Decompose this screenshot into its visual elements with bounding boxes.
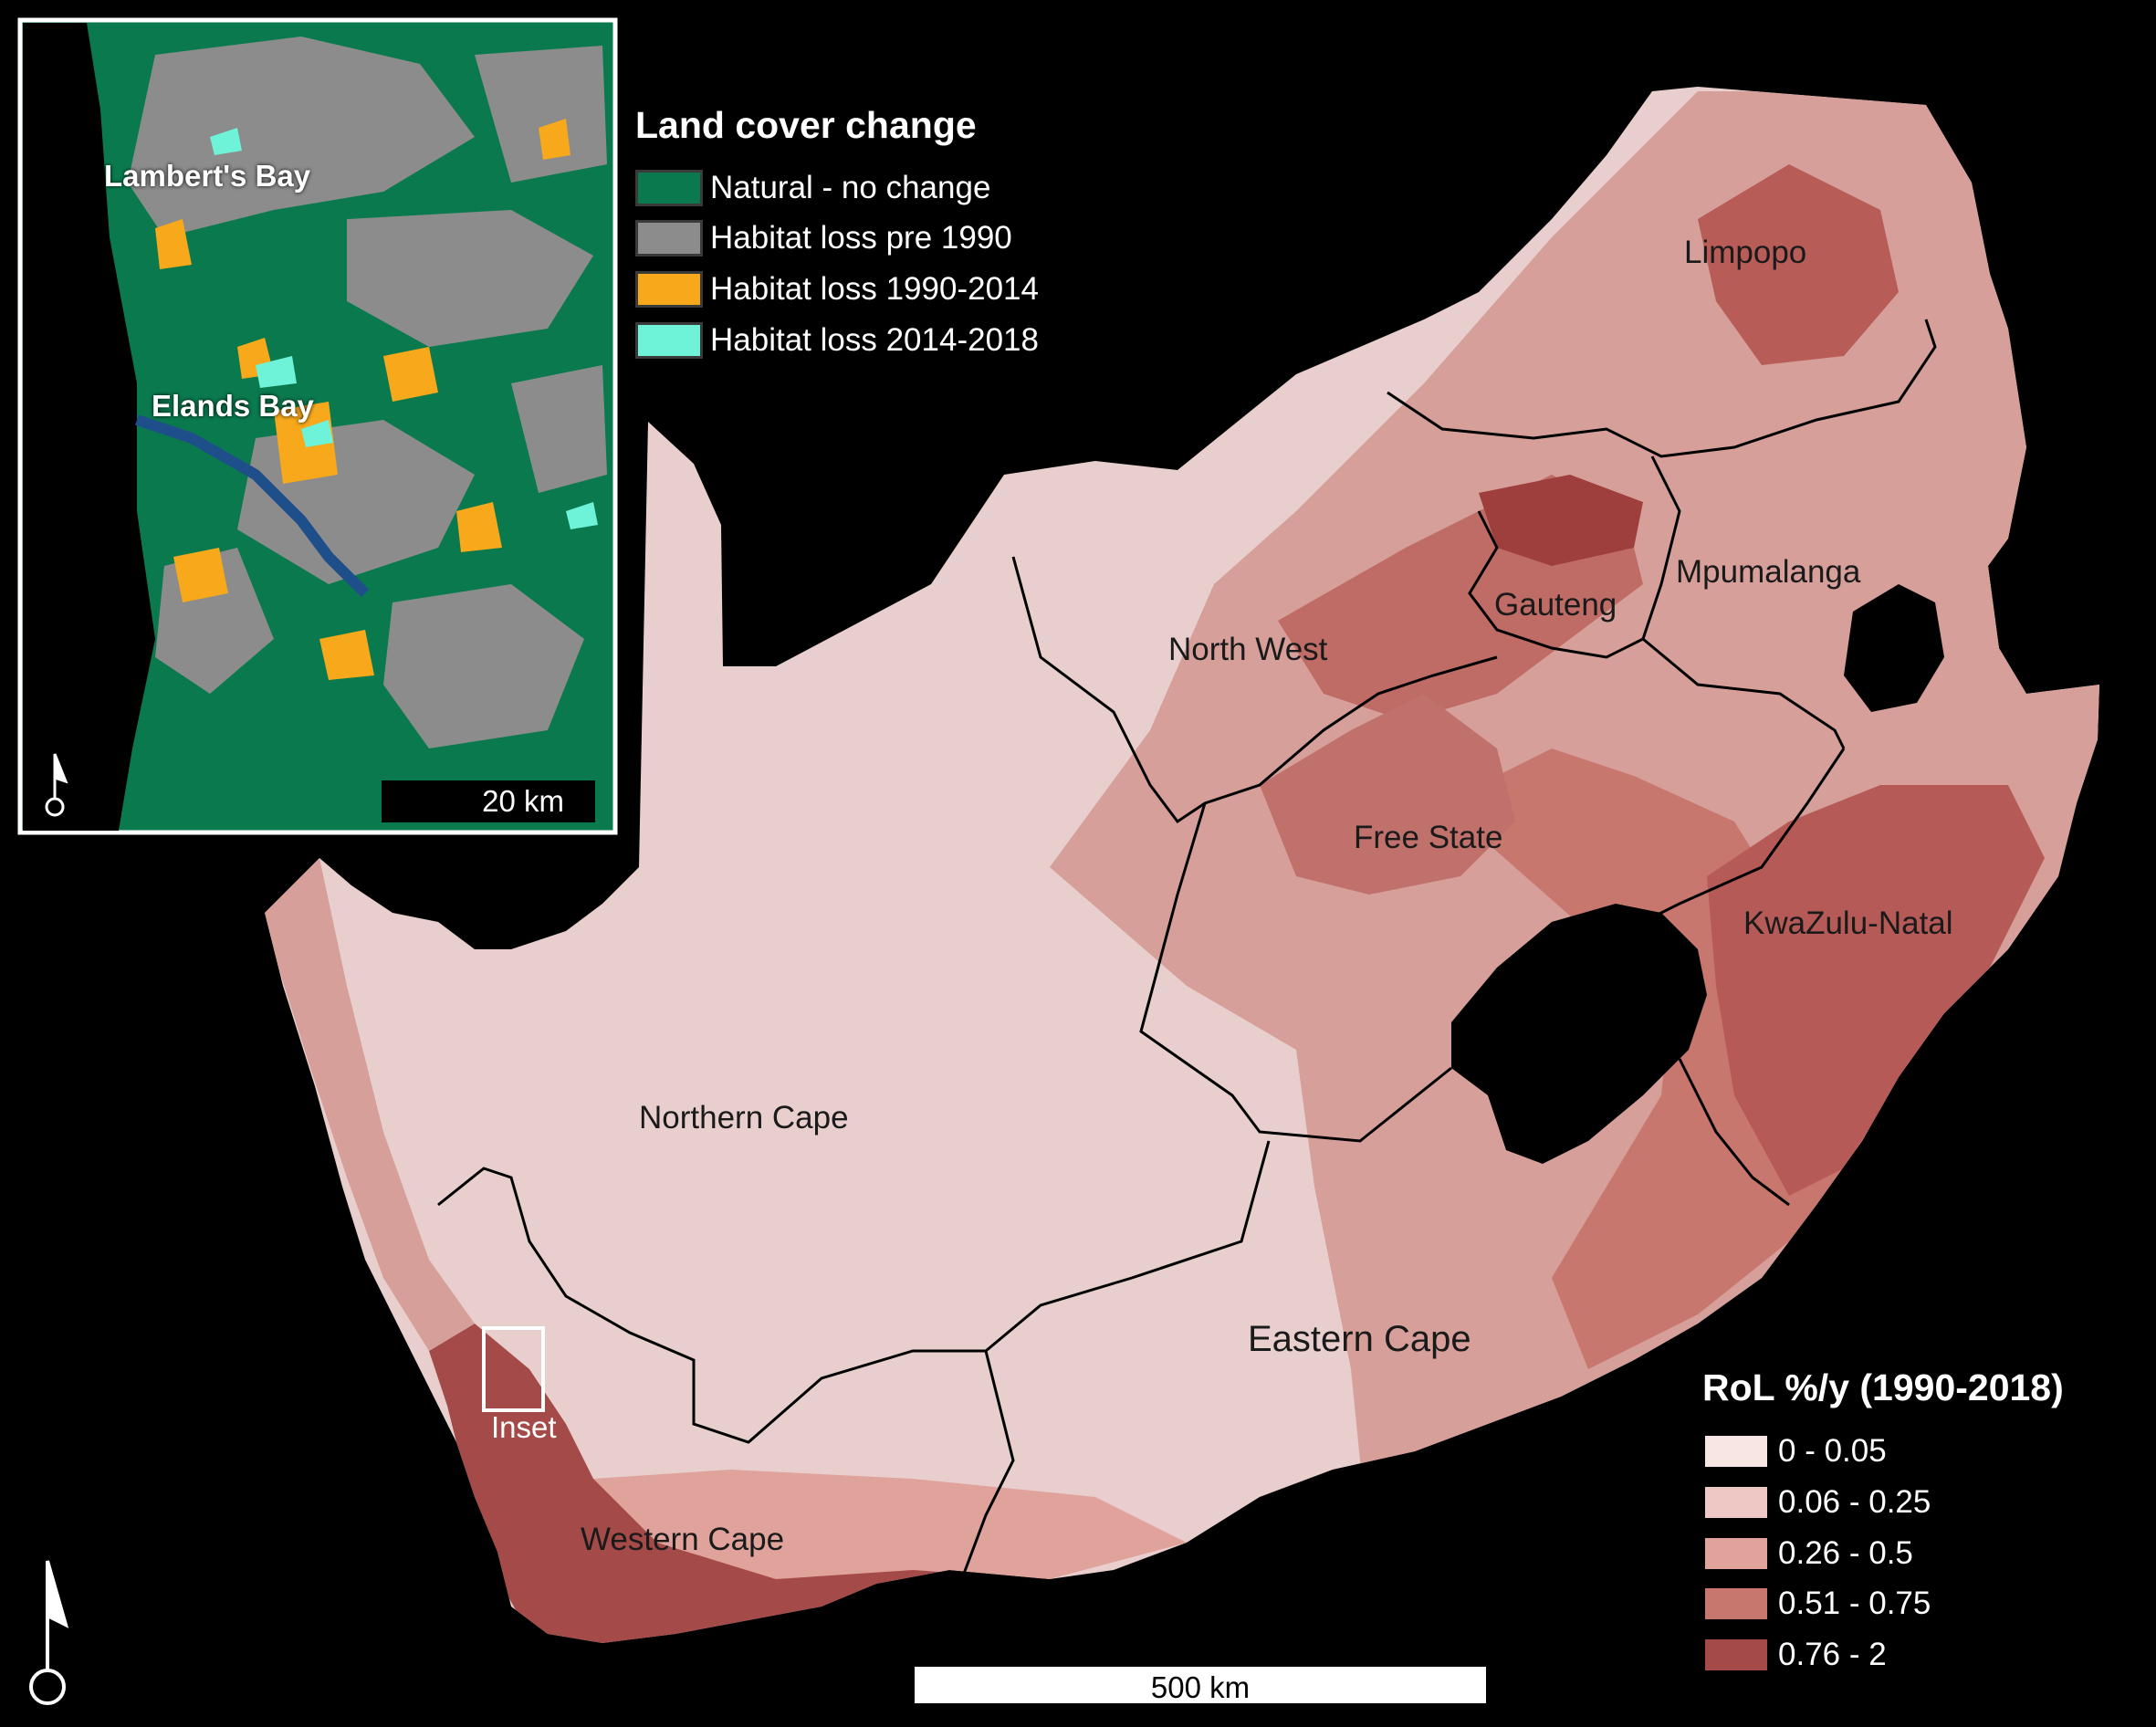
label-gauteng: Gauteng [1494, 587, 1617, 623]
inset-map [17, 17, 618, 835]
inset-marker-label: Inset [491, 1410, 557, 1444]
rol-zone-gauteng [1479, 475, 1643, 566]
inset-ocean [23, 23, 155, 831]
rol-item-1: 0.06 - 0.25 [1778, 1484, 1931, 1520]
main-scale-label: 500 km [1150, 1670, 1251, 1704]
inset-habitat-loss-2014-2018 [210, 128, 598, 529]
swatch-rol-3 [1702, 1586, 1770, 1622]
rol-zone-west-coast [265, 858, 475, 1351]
swatch-natural [635, 170, 703, 206]
inset-marker-box [482, 1326, 545, 1412]
swatch-rol-0 [1702, 1433, 1770, 1470]
label-free-state: Free State [1354, 820, 1503, 855]
eswatini [1844, 584, 1944, 712]
north-arrow-icon [29, 1560, 69, 1705]
swatch-rol-2 [1702, 1535, 1770, 1572]
rol-item-2: 0.26 - 0.5 [1778, 1535, 1913, 1571]
swatch-1990-2014 [635, 271, 703, 308]
label-lamberts-bay: Lambert's Bay [104, 159, 311, 193]
legend-item-2014-2018: Habitat loss 2014-2018 [710, 322, 1039, 358]
rol-zone-south-coast [593, 1470, 1187, 1579]
legend-item-natural: Natural - no change [710, 170, 991, 205]
label-kwazulu-natal: KwaZulu-Natal [1743, 905, 1953, 941]
main-scale-bar: 500 km [911, 1663, 1490, 1707]
label-northern-cape: Northern Cape [639, 1100, 849, 1136]
legend-item-1990-2014: Habitat loss 1990-2014 [710, 271, 1039, 307]
land-cover-legend-title: Land cover change [635, 104, 977, 146]
inset-river [135, 414, 370, 598]
inset-scale-bar: 20 km [382, 780, 595, 822]
swatch-rol-4 [1702, 1637, 1770, 1673]
inset-scale-label: 20 km [482, 784, 564, 818]
rol-zone-kzn-coast [1707, 785, 2045, 1196]
label-western-cape: Western Cape [581, 1522, 785, 1557]
province-boundaries [437, 319, 1937, 1589]
rol-item-3: 0.51 - 0.75 [1778, 1586, 1931, 1621]
label-mpumalanga: Mpumalanga [1676, 554, 1861, 590]
swatch-2014-2018 [635, 322, 703, 359]
legend-item-pre1990: Habitat loss pre 1990 [710, 220, 1012, 256]
label-north-west: North West [1168, 632, 1328, 667]
lesotho [1451, 904, 1707, 1164]
label-limpopo: Limpopo [1684, 235, 1807, 270]
rol-item-4: 0.76 - 2 [1778, 1637, 1887, 1672]
swatch-rol-1 [1702, 1484, 1770, 1521]
label-eastern-cape: Eastern Cape [1248, 1319, 1471, 1359]
rol-zone-freestate [1260, 694, 1515, 895]
rol-item-0: 0 - 0.05 [1778, 1433, 1887, 1469]
inset-north-arrow-icon [45, 753, 68, 817]
rol-zone-limpopo-core [1698, 164, 1899, 365]
swatch-pre1990 [635, 220, 703, 256]
label-elands-bay: Elands Bay [152, 389, 314, 423]
rol-legend-title: RoL %/y (1990-2018) [1702, 1366, 2064, 1408]
